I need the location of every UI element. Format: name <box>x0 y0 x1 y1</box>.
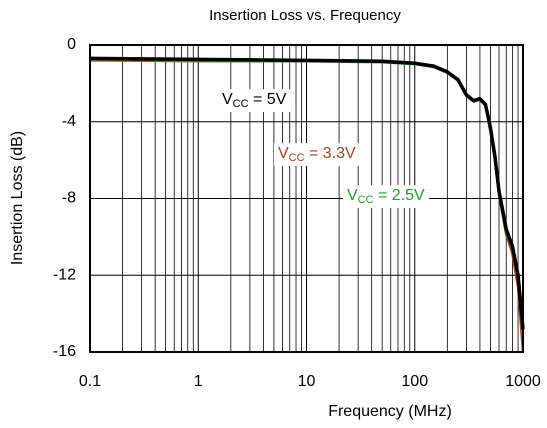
x-tick-label: 100 <box>401 373 428 390</box>
annotation-main: V <box>222 91 233 108</box>
y-tick-label: -16 <box>53 343 76 360</box>
annotation: VCC = 5V <box>218 89 291 112</box>
annotation-background <box>343 185 430 208</box>
y-tick-label: -12 <box>53 266 76 283</box>
x-tick-label: 0.1 <box>79 373 101 390</box>
x-axis-label: Frequency (MHz) <box>328 403 452 420</box>
annotation-sub: CC <box>289 152 305 164</box>
annotation-main: V <box>278 145 289 162</box>
annotation-suffix: = 2.5V <box>374 187 425 204</box>
x-tick-label: 10 <box>298 373 316 390</box>
annotation-sub: CC <box>358 194 374 206</box>
annotation: VCC = 2.5V <box>343 185 430 208</box>
y-tick-label: 0 <box>67 36 76 53</box>
annotation-background <box>274 143 361 166</box>
annotation: VCC = 3.3V <box>274 143 361 166</box>
annotation-sub: CC <box>233 98 249 110</box>
series-line <box>89 56 525 330</box>
plot-frame <box>89 44 524 353</box>
annotation-suffix: = 5V <box>249 91 287 108</box>
annotation-main: V <box>347 187 358 204</box>
annotation-text: VCC = 3.3V <box>278 145 356 164</box>
annotation-text: VCC = 5V <box>222 91 287 110</box>
annotation-suffix: = 3.3V <box>305 145 356 162</box>
chart-title: Insertion Loss vs. Frequency <box>209 7 401 24</box>
y-axis-label: Insertion Loss (dB) <box>9 131 26 265</box>
annotation-text: VCC = 2.5V <box>347 187 425 206</box>
annotation-background <box>218 89 291 112</box>
x-tick-label: 1000 <box>505 373 541 390</box>
y-tick-label: -8 <box>62 190 76 207</box>
x-tick-label: 1 <box>194 373 203 390</box>
y-tick-label: -4 <box>62 113 76 130</box>
